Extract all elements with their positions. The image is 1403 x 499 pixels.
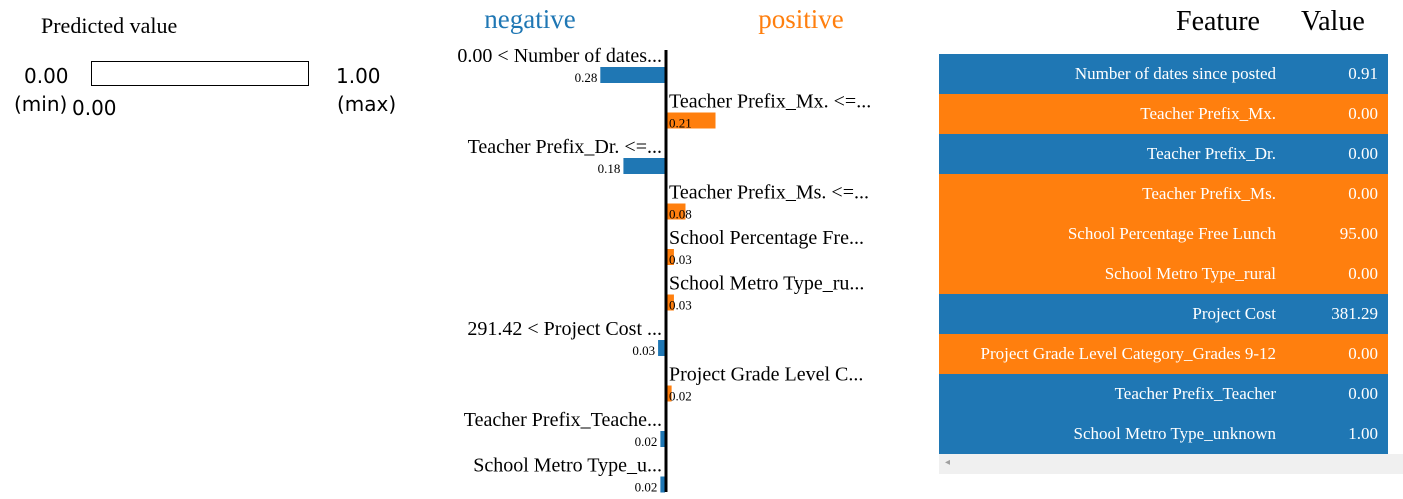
scroll-left-arrow-icon[interactable]: ◂: [945, 457, 951, 468]
bar-label-2: Teacher Prefix_Dr. <=...: [468, 136, 662, 158]
feature-name: School Metro Type_unknown: [1073, 424, 1276, 443]
table-row: Project Cost 381.29: [939, 294, 1388, 334]
feature-name: Project Cost: [1192, 304, 1276, 323]
predicted-min-value: 0.00: [24, 64, 69, 88]
bar-label-7: Project Grade Level C...: [669, 364, 863, 386]
predicted-max-value: 1.00: [336, 64, 381, 88]
feature-value: 0.91: [1348, 64, 1378, 83]
bar-5: [667, 294, 674, 311]
feature-name: Teacher Prefix_Mx.: [1140, 104, 1276, 123]
table-row: Teacher Prefix_Mx. 0.00: [939, 94, 1388, 134]
bar-value-1: 0.21: [669, 116, 692, 131]
feature-value: 0.00: [1348, 104, 1378, 123]
predicted-min-label: (min): [14, 92, 68, 116]
feature-name: Teacher Prefix_Ms.: [1142, 184, 1276, 203]
predicted-value: 0.00: [72, 96, 117, 120]
predicted-max-label: (max): [337, 92, 397, 116]
bar-label-4: School Percentage Fre...: [669, 227, 864, 249]
negative-heading: negative: [484, 4, 575, 34]
feature-name: School Percentage Free Lunch: [1067, 224, 1276, 243]
bar-value-6: 0.03: [632, 343, 655, 358]
table-row: School Metro Type_unknown 1.00: [939, 414, 1388, 454]
table-feature-header: Feature: [1176, 6, 1260, 37]
bar-2: [623, 158, 665, 174]
feature-value-table: Number of dates since posted 0.91 Teacher …: [939, 54, 1388, 454]
feature-value: 0.00: [1348, 264, 1378, 283]
bar-label-0: 0.00 < Number of dates...: [457, 45, 662, 67]
feature-name: Teacher Prefix_Dr.: [1146, 144, 1276, 163]
bar-label-9: School Metro Type_u...: [473, 455, 662, 477]
bar-0: [600, 67, 665, 83]
feature-name: Number of dates since posted: [1074, 64, 1276, 83]
bar-value-2: 0.18: [598, 161, 621, 176]
bar-value-9: 0.02: [635, 480, 658, 495]
bar-8: [660, 431, 665, 447]
bar-label-1: Teacher Prefix_Mx. <=...: [669, 91, 871, 113]
table-row: School Percentage Free Lunch 95.00: [939, 214, 1388, 254]
bar-label-3: Teacher Prefix_Ms. <=...: [669, 182, 869, 204]
table-row: Number of dates since posted 0.91: [939, 54, 1388, 94]
table-horizontal-scrollbar[interactable]: ◂: [939, 454, 1403, 474]
feature-name: Teacher Prefix_Teacher: [1114, 384, 1276, 403]
feature-value: 1.00: [1348, 424, 1378, 443]
predicted-value-bar: [91, 61, 309, 86]
bar-6: [658, 340, 665, 356]
bar-value-8: 0.02: [635, 434, 658, 449]
bar-value-7: 0.02: [669, 389, 692, 404]
bar-3: [667, 203, 686, 220]
table-value-header: Value: [1301, 6, 1365, 37]
bar-value-5: 0.03: [669, 298, 692, 313]
feature-value: 0.00: [1348, 144, 1378, 163]
feature-value: 0.00: [1348, 384, 1378, 403]
feature-value: 95.00: [1339, 224, 1378, 243]
bar-label-8: Teacher Prefix_Teache...: [464, 409, 662, 431]
bar-value-4: 0.03: [669, 252, 692, 267]
explanation-chart: negative positive 0.00 < Number of dates..…: [457, 4, 871, 495]
bar-7: [667, 385, 672, 402]
predicted-value-title: Predicted value: [41, 13, 178, 38]
feature-name: Project Grade Level Category_Grades 9-12: [980, 344, 1277, 363]
bar-value-0: 0.28: [575, 70, 598, 85]
bar-value-3: 0.08: [669, 207, 692, 222]
table-row: Teacher Prefix_Teacher 0.00: [939, 374, 1388, 414]
bar-9: [660, 476, 665, 493]
bar-1: [667, 112, 716, 129]
feature-value: 0.00: [1348, 184, 1378, 203]
predicted-value-panel: Predicted value 0.00 1.00 (min) 0.00 (ma…: [0, 0, 420, 499]
positive-heading: positive: [758, 4, 844, 34]
table-row: School Metro Type_rural 0.00: [939, 254, 1388, 294]
table-row: Project Grade Level Category_Grades 9-12…: [939, 334, 1388, 374]
bar-label-6: 291.42 < Project Cost ...: [467, 318, 662, 340]
table-row: Teacher Prefix_Ms. 0.00: [939, 174, 1388, 214]
bar-4: [667, 249, 674, 265]
feature-value: 381.29: [1331, 304, 1378, 323]
feature-name: School Metro Type_rural: [1104, 264, 1276, 283]
feature-value: 0.00: [1348, 344, 1378, 363]
bar-label-5: School Metro Type_ru...: [669, 273, 864, 295]
table-row: Teacher Prefix_Dr. 0.00: [939, 134, 1388, 174]
